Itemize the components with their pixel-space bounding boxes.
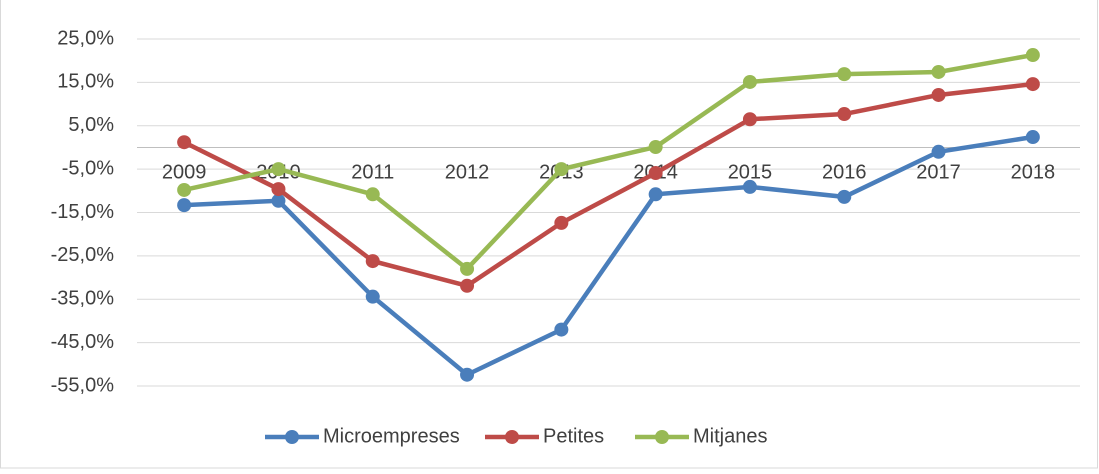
data-point [271, 162, 286, 177]
data-point [460, 367, 475, 382]
data-point [365, 187, 380, 202]
y-tick-label: 25,0% [57, 27, 114, 49]
data-point [1025, 130, 1040, 145]
data-point [177, 182, 192, 197]
legend-label: Mitjanes [693, 425, 767, 447]
data-point [1025, 77, 1040, 92]
data-point [837, 107, 852, 122]
y-tick-label: -35,0% [51, 288, 115, 310]
legend-label: Microempreses [323, 425, 460, 447]
x-tick-label: 2015 [728, 162, 773, 184]
data-point [460, 278, 475, 293]
x-tick-label: 2012 [445, 162, 490, 184]
data-point [365, 254, 380, 269]
y-tick-label: -45,0% [51, 331, 115, 353]
legend-marker [655, 430, 669, 444]
data-point [365, 289, 380, 304]
data-point [742, 179, 757, 194]
data-point [648, 187, 663, 202]
data-point [931, 64, 946, 79]
series-line [183, 81, 1034, 289]
y-tick-label: -5,0% [62, 157, 114, 179]
data-point [271, 182, 286, 197]
data-point [554, 162, 569, 177]
data-point [554, 215, 569, 230]
data-point [177, 135, 192, 150]
legend-label: Petites [543, 425, 604, 447]
data-point [931, 144, 946, 159]
y-tick-label: 5,0% [68, 114, 114, 136]
data-point [460, 261, 475, 276]
x-tick-label: 2016 [822, 162, 867, 184]
x-tick-label: 2011 [351, 162, 394, 184]
legend-marker [505, 430, 519, 444]
data-point [177, 198, 192, 213]
data-point [742, 112, 757, 127]
x-tick-label: 2017 [916, 162, 961, 184]
data-point [742, 74, 757, 89]
data-point [931, 87, 946, 102]
series-line [184, 134, 1034, 378]
data-point [554, 322, 569, 337]
y-tick-label: -25,0% [51, 244, 115, 266]
data-point [271, 193, 286, 208]
data-point [648, 140, 663, 155]
legend-marker [285, 430, 299, 444]
y-tick-label: -15,0% [51, 201, 115, 223]
data-point [837, 67, 852, 82]
x-tick-label: 2018 [1011, 162, 1056, 184]
data-point [1025, 48, 1040, 63]
x-tick-label: 2009 [162, 162, 207, 184]
y-tick-label: 15,0% [57, 71, 114, 93]
data-point [648, 166, 663, 181]
data-point [837, 189, 852, 204]
y-tick-label: -55,0% [51, 374, 115, 396]
series-line [183, 52, 1034, 272]
